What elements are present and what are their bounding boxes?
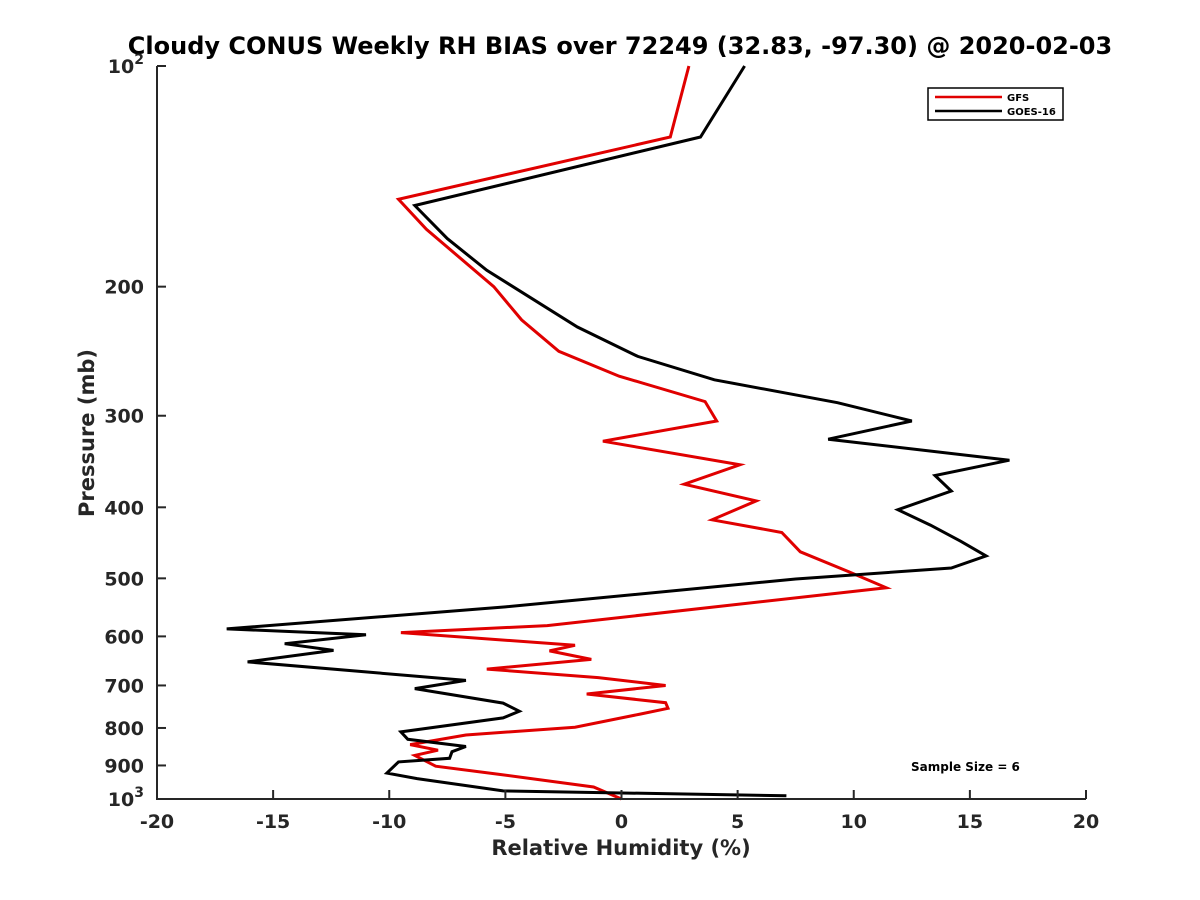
y-tick-label: 400 xyxy=(104,497,144,519)
series-line-gfs xyxy=(395,65,893,801)
y-tick-label: 700 xyxy=(104,675,144,697)
y-tick-label: 900 xyxy=(104,755,144,777)
x-tick-label: 5 xyxy=(731,811,744,833)
y-tick-label: 200 xyxy=(104,277,144,299)
legend: GFS GOES-16 xyxy=(927,87,1064,121)
x-axis-label: Relative Humidity (%) xyxy=(491,836,750,860)
x-tick-label: -5 xyxy=(495,811,516,833)
x-tick-label: 20 xyxy=(1073,811,1099,833)
x-tick-label: -10 xyxy=(372,811,406,833)
legend-box xyxy=(927,87,1064,121)
x-axis-ticks: -20 -15 -10 -5 0 5 10 15 20 xyxy=(140,790,1099,833)
x-tick-label: 10 xyxy=(841,811,867,833)
x-tick-label: -20 xyxy=(140,811,174,833)
series-line-goes-16 xyxy=(226,65,1010,798)
series-layer xyxy=(226,65,1010,801)
legend-goes16-label: GOES-16 xyxy=(1007,107,1056,118)
chart-title: Cloudy CONUS Weekly RH BIAS over 72249 (… xyxy=(128,32,1112,60)
x-tick-label: 15 xyxy=(957,811,983,833)
x-tick-label: -15 xyxy=(256,811,290,833)
legend-gfs-label: GFS xyxy=(1007,93,1029,104)
y-axis-ticks: 102 200 300 400 500 600 700 800 900 103 xyxy=(104,52,166,811)
y-axis-label: Pressure (mb) xyxy=(75,349,99,517)
plot-area: -20 -15 -10 -5 0 5 10 15 20 102 200 300 400 500 600 70… xyxy=(104,52,1099,833)
y-tick-label: 300 xyxy=(104,406,144,428)
y-tick-label: 102 xyxy=(108,52,144,78)
sample-size-note: Sample Size = 6 xyxy=(911,760,1020,774)
y-tick-label: 800 xyxy=(104,718,144,740)
y-tick-label: 103 xyxy=(108,785,144,811)
y-tick-label: 500 xyxy=(104,568,144,590)
y-tick-label: 600 xyxy=(104,626,144,648)
x-tick-label: 0 xyxy=(615,811,628,833)
